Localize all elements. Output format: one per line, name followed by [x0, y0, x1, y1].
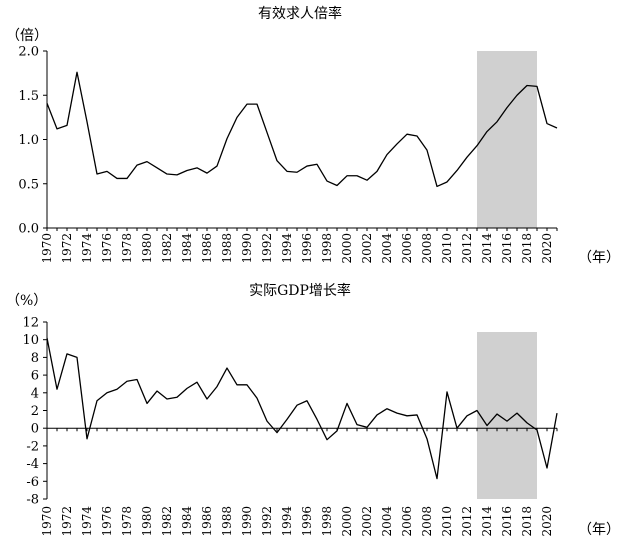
y-tick-label: 1.0 [18, 133, 39, 148]
x-tick-label: 1984 [180, 506, 194, 537]
x-tick-label: 1976 [100, 506, 114, 537]
y-tick-label: 0 [31, 422, 39, 437]
series-line [46, 337, 558, 480]
y-tick-label: 1.5 [18, 89, 39, 104]
x-axis-unit: （年） [578, 250, 617, 266]
x-tick-label: 1986 [200, 506, 214, 537]
chart-title: 有效求人倍率 [258, 5, 342, 22]
x-tick-label: 1974 [80, 233, 94, 264]
y-tick-label: 6 [31, 369, 39, 384]
x-tick-label: 1992 [260, 233, 274, 264]
chart-title: 实际GDP增长率 [249, 282, 351, 299]
x-tick-label: 2012 [460, 506, 474, 537]
x-tick-label: 1974 [80, 506, 94, 537]
y-tick-label: 0.5 [18, 177, 39, 192]
x-tick-label: 2010 [440, 506, 454, 537]
y-tick-label: -8 [26, 493, 39, 508]
x-tick-label: 1972 [60, 233, 74, 264]
y-tick-label: 12 [22, 316, 39, 331]
x-tick-label: 1980 [140, 506, 154, 537]
x-tick-label: 1988 [220, 233, 234, 264]
y-axis-unit: （%） [6, 293, 47, 309]
y-tick-label: -2 [26, 439, 39, 454]
x-tick-label: 2006 [400, 506, 414, 537]
x-tick-label: 1978 [120, 233, 134, 264]
y-tick-label: 2.0 [18, 45, 39, 60]
x-tick-label: 1986 [200, 233, 214, 264]
x-tick-label: 1994 [280, 233, 294, 264]
x-tick-label: 2002 [360, 233, 374, 264]
x-tick-label: 1996 [300, 506, 314, 537]
x-tick-label: 1998 [320, 233, 334, 264]
x-tick-label: 1994 [280, 506, 294, 537]
x-tick-label: 1978 [120, 506, 134, 537]
x-tick-label: 2008 [420, 233, 434, 264]
x-tick-label: 2018 [520, 233, 534, 264]
x-tick-label: 2012 [460, 233, 474, 264]
x-tick-label: 2018 [520, 506, 534, 537]
x-tick-label: 2010 [440, 233, 454, 264]
y-tick-label: -6 [26, 475, 39, 490]
x-tick-label: 1970 [40, 506, 54, 537]
x-tick-label: 1990 [240, 506, 254, 537]
chart-job-ratio: 有效求人倍率 （倍） 0.0 0.5 1.0 1.5 2.0 1970 1972 1974 1976… [6, 5, 617, 266]
y-tick-label: 10 [22, 333, 39, 348]
x-tick-label: 1980 [140, 233, 154, 264]
x-tick-label: 2002 [360, 506, 374, 537]
x-tick-label: 1990 [240, 233, 254, 264]
x-tick-label: 1996 [300, 233, 314, 264]
y-tick-label: -4 [26, 457, 39, 472]
x-tick-label: 1976 [100, 233, 114, 264]
x-tick-label: 2020 [540, 233, 554, 264]
y-tick-label: 2 [31, 404, 39, 419]
x-tick-label: 1992 [260, 506, 274, 537]
x-tick-label: 1970 [40, 233, 54, 264]
x-tick-label: 2004 [380, 233, 394, 264]
x-tick-label: 2000 [340, 233, 354, 264]
chart-gdp-growth: 实际GDP增长率 （%） -8 -6 -4 -2 0 2 4 6 8 10 12 1970 1972 1974… [6, 282, 617, 538]
series-line [46, 71, 558, 188]
x-tick-label: 2016 [500, 233, 514, 264]
x-tick-label: 1982 [160, 506, 174, 537]
x-tick-label: 2020 [540, 506, 554, 537]
y-tick-label: 4 [31, 386, 39, 401]
x-tick-label: 2014 [480, 233, 494, 264]
x-tick-label: 2006 [400, 233, 414, 264]
x-tick-label: 2004 [380, 506, 394, 537]
x-tick-label: 2014 [480, 506, 494, 537]
x-tick-label: 2000 [340, 506, 354, 537]
x-axis-unit: （年） [578, 522, 617, 538]
x-tick-label: 1984 [180, 233, 194, 264]
x-tick-label: 1988 [220, 506, 234, 537]
y-axis-unit: （倍） [6, 28, 48, 44]
x-tick-label: 1972 [60, 506, 74, 537]
shaded-period-band [477, 332, 537, 499]
y-tick-label: 0.0 [18, 222, 39, 237]
x-tick-label: 2008 [420, 506, 434, 537]
x-tick-label: 1982 [160, 233, 174, 264]
x-tick-label: 2016 [500, 506, 514, 537]
shaded-period-band [477, 51, 537, 228]
y-tick-label: 8 [31, 351, 39, 366]
x-tick-label: 1998 [320, 506, 334, 537]
